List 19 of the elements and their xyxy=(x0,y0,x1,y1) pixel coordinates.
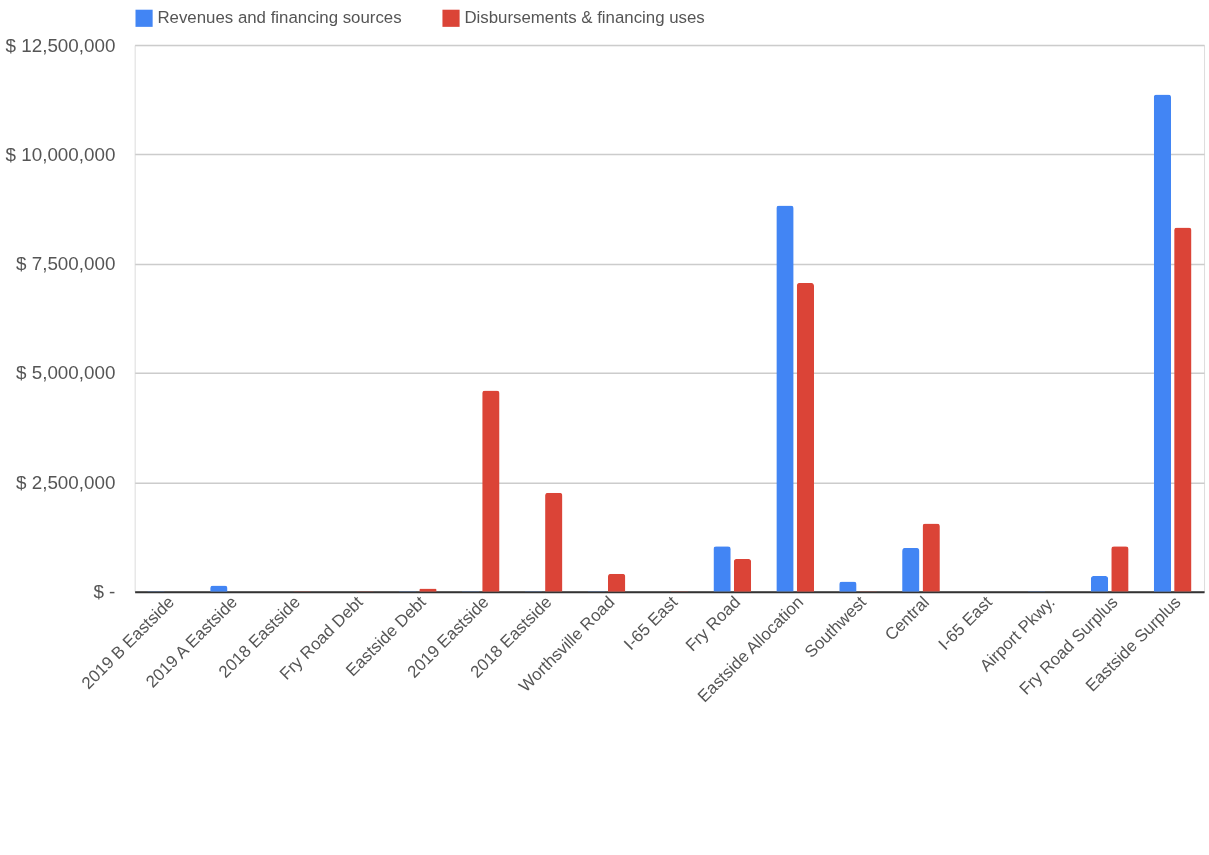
bar xyxy=(902,547,920,592)
y-tick-label: $ - xyxy=(93,581,116,603)
bar xyxy=(1174,227,1192,592)
y-tick-label: $ 12,500,000 xyxy=(5,34,116,56)
bar xyxy=(1153,94,1172,592)
bar xyxy=(776,205,794,592)
legend-label: Revenues and financing sources xyxy=(157,8,402,28)
bar xyxy=(607,573,626,592)
bar xyxy=(1090,575,1109,592)
y-tick-label: $ 7,500,000 xyxy=(16,253,116,275)
bar xyxy=(922,523,940,592)
y-tick-label: $ 10,000,000 xyxy=(5,143,116,165)
y-tick-label: $ 2,500,000 xyxy=(16,471,116,493)
bar xyxy=(482,390,500,592)
legend-label: Disbursements & financing uses xyxy=(464,8,705,28)
bar xyxy=(796,282,815,592)
bar xyxy=(545,492,563,592)
bar xyxy=(733,558,752,592)
y-tick-label: $ 5,000,000 xyxy=(16,362,116,384)
